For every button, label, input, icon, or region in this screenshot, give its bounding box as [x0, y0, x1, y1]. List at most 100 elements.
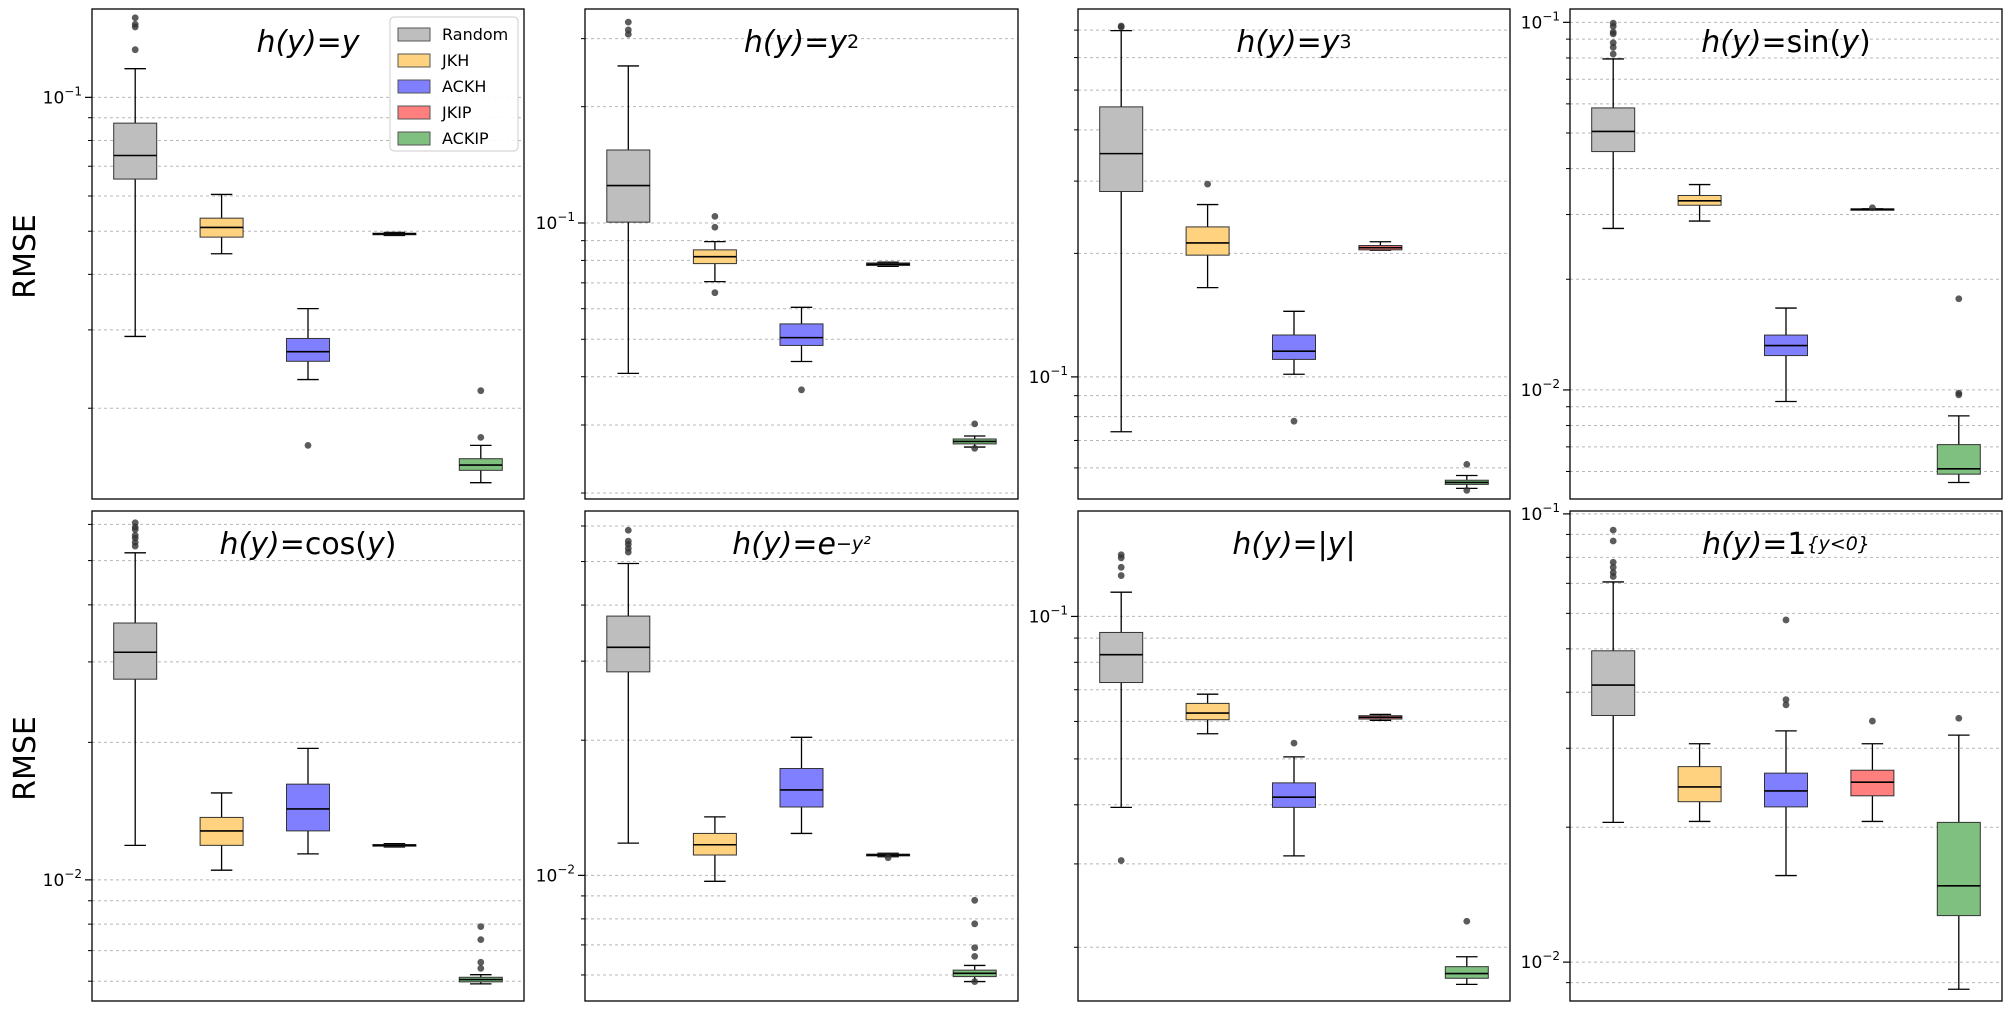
y-tick-label: 10−1	[1521, 501, 1560, 525]
outlier-point	[1609, 563, 1617, 571]
legend-label: ACKIP	[442, 129, 489, 148]
outlier-point	[477, 923, 485, 931]
iqr-box	[286, 337, 330, 362]
y-tick-label: 10−1	[1029, 364, 1068, 388]
outlier-point	[1609, 526, 1617, 534]
iqr-box	[1099, 631, 1144, 684]
legend-label: JKIP	[441, 103, 472, 122]
iqr-box	[113, 622, 158, 680]
outlier-point	[624, 18, 632, 26]
box-jkh	[692, 816, 737, 882]
outlier-point	[971, 944, 979, 952]
box-ackip	[458, 387, 503, 484]
box-jkh	[199, 792, 244, 871]
subplot-7: 10−1	[1029, 510, 1511, 1002]
legend-label: Random	[442, 25, 508, 44]
outlier-point	[1869, 717, 1876, 725]
y-tick-label: 10−2	[1521, 377, 1560, 401]
box-random	[606, 526, 651, 844]
outlier-point	[1782, 701, 1790, 709]
box-random	[1099, 22, 1144, 433]
outlier-point	[1609, 22, 1617, 30]
legend-swatch	[397, 79, 431, 94]
outlier-point	[624, 30, 632, 38]
outlier-point	[1955, 391, 1963, 399]
outlier-point	[1463, 460, 1471, 468]
box-jkip	[866, 852, 911, 862]
subplot-3: 10−1	[1029, 8, 1511, 500]
box-random	[1099, 551, 1144, 864]
outlier-point	[624, 526, 632, 534]
iqr-box	[1185, 226, 1230, 256]
outlier-point	[1117, 857, 1125, 864]
iqr-box	[113, 122, 158, 180]
outlier-point	[971, 978, 979, 985]
box-ackh	[1272, 739, 1316, 857]
box-ackh	[779, 736, 824, 835]
box-ackh	[1272, 310, 1316, 425]
outlier-point	[1782, 616, 1790, 624]
box-random	[1591, 19, 1636, 230]
subplot-8: 10−1 10−2	[1521, 501, 2003, 1002]
box-jkh	[1185, 180, 1230, 289]
box-random	[1591, 526, 1636, 824]
plot-frame	[584, 510, 1019, 1002]
legend-label: JKH	[441, 51, 469, 70]
outlier-point	[1609, 573, 1617, 580]
iqr-box	[779, 767, 824, 808]
plot-frame	[91, 510, 525, 1002]
box-jkip	[372, 231, 417, 237]
y-tick-label: 10−1	[1029, 603, 1068, 627]
y-tick-label: 10−1	[1521, 9, 1560, 33]
box-random	[606, 18, 651, 375]
box-random	[113, 519, 158, 847]
box-ackh	[779, 306, 824, 394]
box-ackh	[286, 747, 330, 855]
outlier-point	[477, 964, 485, 972]
outlier-point	[131, 542, 139, 550]
outlier-point	[1609, 537, 1617, 545]
iqr-box	[1444, 966, 1489, 979]
outlier-point	[131, 14, 139, 22]
outlier-point	[624, 548, 632, 556]
outlier-point	[1955, 295, 1963, 303]
box-ackh	[1764, 307, 1808, 403]
outlier-point	[477, 958, 485, 966]
legend-swatch	[397, 105, 431, 120]
outlier-point	[971, 920, 979, 928]
subplot-6: 10−2	[536, 510, 1019, 1002]
subplot-5: 10−2	[43, 510, 525, 1002]
outlier-point	[711, 223, 719, 231]
iqr-box	[1099, 106, 1144, 193]
outlier-point	[1609, 50, 1617, 58]
box-ackip	[952, 420, 997, 452]
iqr-box	[779, 323, 824, 346]
plot-frame	[1569, 510, 2003, 1002]
box-jkh	[1677, 743, 1722, 823]
iqr-box	[1591, 107, 1636, 153]
outlier-point	[1869, 204, 1876, 212]
box-jkip	[1358, 241, 1403, 251]
iqr-box	[1936, 821, 1981, 917]
box-jkip	[866, 261, 911, 268]
legend-label: ACKH	[442, 77, 486, 96]
subplot-4: 10−1 10−2	[1521, 8, 2003, 500]
outlier-point	[131, 526, 139, 533]
outlier-point	[971, 896, 979, 904]
outlier-point	[131, 23, 139, 31]
outlier-point	[1290, 739, 1298, 747]
outlier-point	[477, 433, 485, 441]
box-ackip	[1936, 714, 1981, 990]
outlier-point	[971, 420, 979, 428]
legend: Random JKH ACKH JKIP ACKIP	[389, 16, 519, 152]
y-tick-label: 10−1	[43, 84, 82, 108]
outlier-point	[1609, 43, 1617, 51]
subplot-2: 10−1	[536, 8, 1019, 500]
outlier-point	[711, 213, 719, 220]
box-ackh	[1764, 616, 1808, 877]
box-ackip	[1444, 460, 1489, 494]
y-tick-label: 10−2	[1521, 949, 1560, 973]
box-ackip	[1936, 295, 1981, 484]
box-ackip	[1444, 917, 1489, 985]
